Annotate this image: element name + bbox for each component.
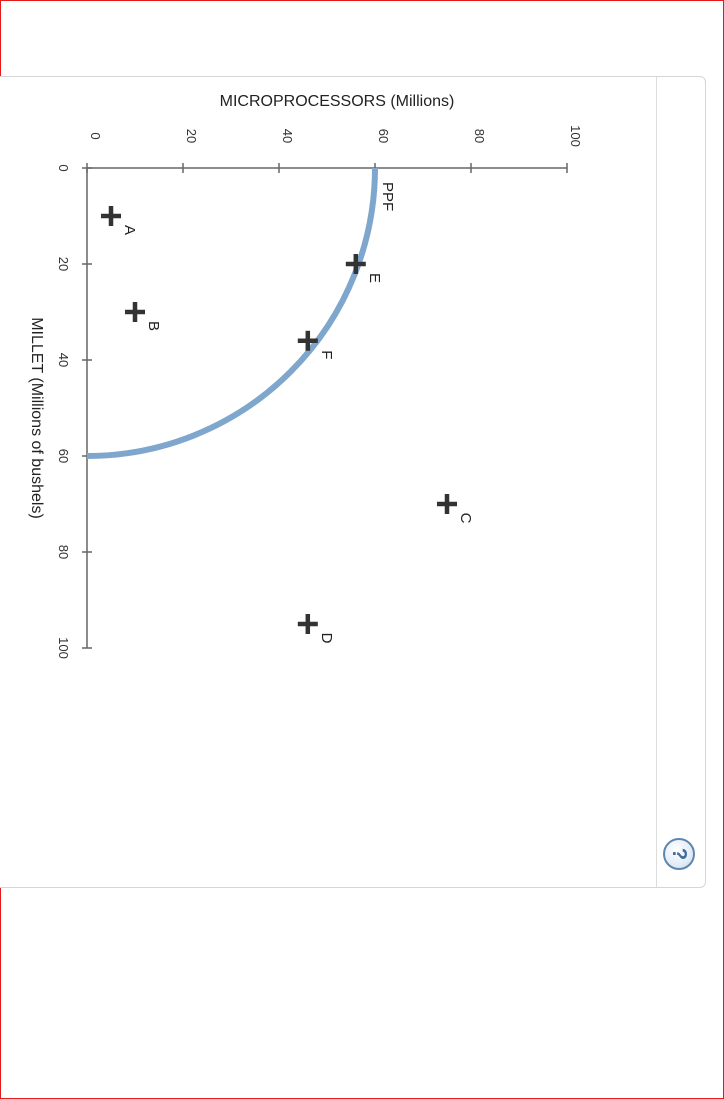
ppf-curve bbox=[86, 167, 378, 459]
help-icon: ? bbox=[668, 847, 690, 861]
point-d-marker bbox=[297, 614, 318, 634]
x-tick-label: 40 bbox=[280, 129, 295, 143]
point-f-label: F bbox=[318, 350, 335, 359]
points-layer bbox=[101, 206, 457, 634]
ppf-label: PPF bbox=[379, 182, 396, 211]
point-a-marker bbox=[101, 206, 121, 226]
y-tick-label: 40 bbox=[56, 353, 71, 367]
point-f-marker bbox=[297, 330, 318, 351]
point-c-label: C bbox=[457, 513, 474, 524]
x-tick-label: 20 bbox=[184, 129, 199, 143]
x-tick-label: 0 bbox=[88, 132, 103, 139]
chart-panel bbox=[0, 76, 706, 888]
x-tick-label: 60 bbox=[376, 129, 391, 143]
panel-divider bbox=[656, 77, 657, 887]
y-tick-label: 20 bbox=[56, 257, 71, 271]
point-d-label: D bbox=[318, 633, 335, 644]
help-button[interactable]: ? bbox=[663, 838, 695, 870]
y-tick-label: 100 bbox=[56, 637, 71, 659]
point-a-label: A bbox=[121, 225, 138, 235]
y-tick-label: 0 bbox=[56, 164, 71, 171]
labels-layer: 0 20 40 60 80 100 0 20 40 60 80 100 MICROPROCESSORS … bbox=[28, 93, 583, 659]
point-c-marker bbox=[437, 494, 457, 514]
point-e-label: E bbox=[366, 273, 383, 283]
x-tick-label: 100 bbox=[568, 125, 583, 147]
y-tick-label: 80 bbox=[56, 545, 71, 559]
chart-axes bbox=[82, 163, 568, 649]
point-e-marker bbox=[345, 254, 366, 274]
y-axis-title: MILLET (Millions of bushels) bbox=[28, 317, 45, 519]
x-axis-title: MICROPROCESSORS (Millions) bbox=[220, 93, 455, 110]
y-tick-label: 60 bbox=[56, 449, 71, 463]
x-tick-label: 80 bbox=[472, 129, 487, 143]
point-b-label: B bbox=[145, 321, 162, 331]
ppf-layer bbox=[86, 167, 378, 459]
point-b-marker bbox=[125, 302, 145, 322]
